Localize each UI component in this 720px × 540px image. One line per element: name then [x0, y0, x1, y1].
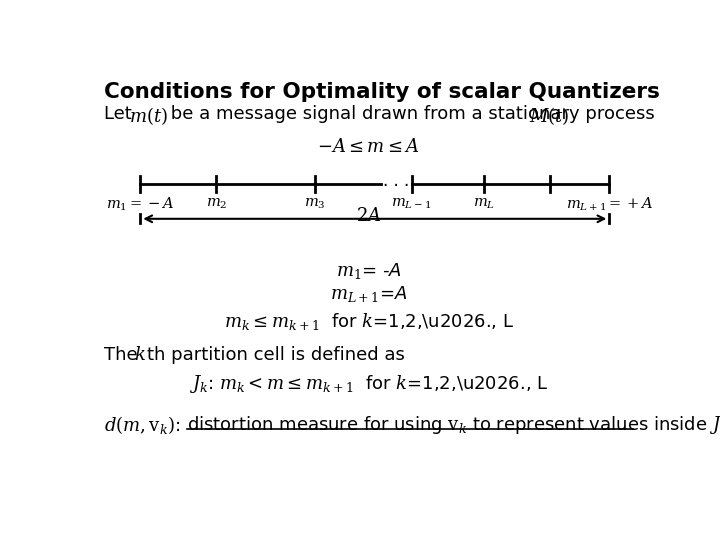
Text: $m_{L+1}=+A$: $m_{L+1}=+A$: [565, 195, 653, 213]
Text: $M(t)$: $M(t)$: [529, 105, 570, 127]
Text: $m_{L+1}$=A: $m_{L+1}$=A: [330, 284, 408, 304]
Text: $m_1=-A$: $m_1=-A$: [107, 195, 174, 213]
Text: Let: Let: [104, 105, 138, 123]
Text: $m_k \leq m_{k+1}$  for $k$=1,2,\u2026., L: $m_k \leq m_{k+1}$ for $k$=1,2,\u2026., …: [224, 311, 514, 332]
Text: th partition cell is defined as: th partition cell is defined as: [147, 346, 405, 364]
Text: $2A$: $2A$: [356, 207, 382, 225]
Text: $m_2$: $m_2$: [206, 195, 227, 211]
Text: $m_3$: $m_3$: [304, 195, 325, 211]
Text: $-A \leq m \leq A$: $-A \leq m \leq A$: [318, 138, 420, 156]
Text: $d(m,\mathrm{v}_k)$:: $d(m,\mathrm{v}_k)$:: [104, 414, 180, 436]
Text: be a message signal drawn from a stationary process: be a message signal drawn from a station…: [165, 105, 661, 123]
Text: $m_1$= -A: $m_1$= -A: [336, 261, 402, 281]
Text: $J_k$: $m_k< m \leq m_{k+1}$  for $k$=1,2,\u2026., L: $J_k$: $m_k< m \leq m_{k+1}$ for $k$=1,2…: [189, 373, 549, 395]
Text: Conditions for Optimality of scalar Quantizers: Conditions for Optimality of scalar Quan…: [104, 82, 660, 102]
Text: $m_{L-1}$: $m_{L-1}$: [392, 195, 432, 211]
Text: $m_L$: $m_L$: [472, 195, 495, 211]
Text: The: The: [104, 346, 143, 364]
Text: distortion measure for using $\mathrm{v}_k$ to represent values inside $J_k$.: distortion measure for using $\mathrm{v}…: [187, 414, 720, 436]
Text: . . .: . . .: [383, 172, 409, 190]
Text: $m(t)$: $m(t)$: [129, 105, 168, 127]
Text: $k$: $k$: [134, 346, 146, 364]
